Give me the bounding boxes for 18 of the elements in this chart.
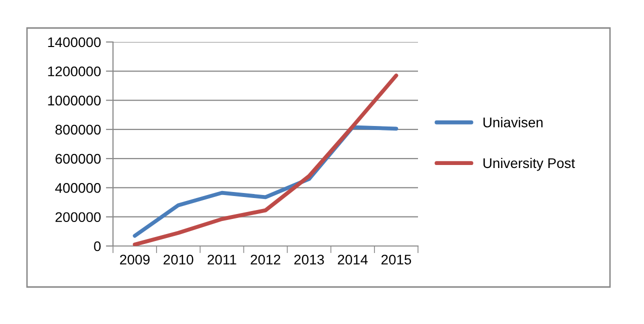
x-tick-label: 2011: [208, 254, 236, 265]
legend-label: Uniavisen: [484, 117, 543, 128]
x-tick-label: 2015: [381, 254, 412, 265]
y-tick-label: 200000: [56, 212, 101, 222]
y-tick-label: 1000000: [48, 96, 101, 106]
y-tick-label: 800000: [55, 124, 101, 135]
x-tick-label: 2012: [250, 254, 280, 265]
y-tick-label: 1400000: [48, 37, 101, 48]
x-tick-label: 2009: [120, 254, 150, 265]
x-tick-label: 2010: [164, 254, 194, 265]
x-tick-label: 2014: [338, 254, 368, 265]
line-series: [132, 74, 398, 246]
y-tick-label: 1200000: [48, 66, 101, 76]
y-tick-label: 400000: [55, 183, 101, 193]
y-tick-label: 0: [94, 241, 101, 252]
legend-label: University Post: [484, 158, 575, 171]
y-tick-label: 600000: [56, 154, 101, 164]
x-tick-label: 2013: [294, 254, 324, 265]
